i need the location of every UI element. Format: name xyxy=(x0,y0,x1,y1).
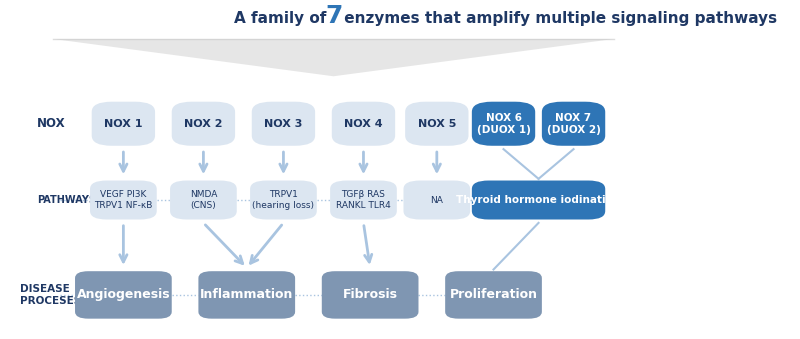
Text: NMDA
(CNS): NMDA (CNS) xyxy=(190,190,217,210)
FancyBboxPatch shape xyxy=(445,271,542,319)
FancyBboxPatch shape xyxy=(252,102,315,146)
Text: NOX 3: NOX 3 xyxy=(264,119,302,129)
FancyBboxPatch shape xyxy=(403,180,470,220)
FancyBboxPatch shape xyxy=(542,102,606,146)
FancyBboxPatch shape xyxy=(330,180,397,220)
Text: NOX 6
(DUOX 1): NOX 6 (DUOX 1) xyxy=(477,113,530,135)
Text: NA: NA xyxy=(430,196,443,204)
FancyBboxPatch shape xyxy=(322,271,418,319)
Text: Thyroid hormone iodination: Thyroid hormone iodination xyxy=(457,195,621,205)
FancyBboxPatch shape xyxy=(170,180,237,220)
Text: TGFβ RAS
RANKL TLR4: TGFβ RAS RANKL TLR4 xyxy=(336,190,391,210)
FancyBboxPatch shape xyxy=(198,271,295,319)
Text: NOX 2: NOX 2 xyxy=(184,119,222,129)
FancyBboxPatch shape xyxy=(92,102,155,146)
FancyBboxPatch shape xyxy=(172,102,235,146)
Text: Proliferation: Proliferation xyxy=(450,288,538,301)
Text: NOX 4: NOX 4 xyxy=(344,119,382,129)
Text: enzymes that amplify multiple signaling pathways: enzymes that amplify multiple signaling … xyxy=(338,11,777,26)
Text: NOX: NOX xyxy=(37,117,66,130)
Text: Fibrosis: Fibrosis xyxy=(342,288,398,301)
Text: VEGF PI3K
TRPV1 NF-κB: VEGF PI3K TRPV1 NF-κB xyxy=(94,190,153,210)
FancyBboxPatch shape xyxy=(405,102,469,146)
Text: NOX 5: NOX 5 xyxy=(418,119,456,129)
Text: 7: 7 xyxy=(326,4,343,28)
FancyBboxPatch shape xyxy=(90,180,157,220)
Polygon shape xyxy=(54,39,614,76)
Text: NOX 1: NOX 1 xyxy=(104,119,142,129)
Text: A family of: A family of xyxy=(234,11,331,26)
Text: Angiogenesis: Angiogenesis xyxy=(77,288,170,301)
FancyBboxPatch shape xyxy=(75,271,172,319)
Text: DISEASE
PROCESES: DISEASE PROCESES xyxy=(20,284,82,306)
FancyBboxPatch shape xyxy=(332,102,395,146)
FancyBboxPatch shape xyxy=(472,102,535,146)
Text: TRPV1
(hearing loss): TRPV1 (hearing loss) xyxy=(253,190,314,210)
Text: Inflammation: Inflammation xyxy=(200,288,294,301)
FancyBboxPatch shape xyxy=(250,180,317,220)
Text: NOX 7
(DUOX 2): NOX 7 (DUOX 2) xyxy=(546,113,601,135)
Text: PATHWAYS: PATHWAYS xyxy=(37,195,96,205)
FancyBboxPatch shape xyxy=(472,180,606,220)
